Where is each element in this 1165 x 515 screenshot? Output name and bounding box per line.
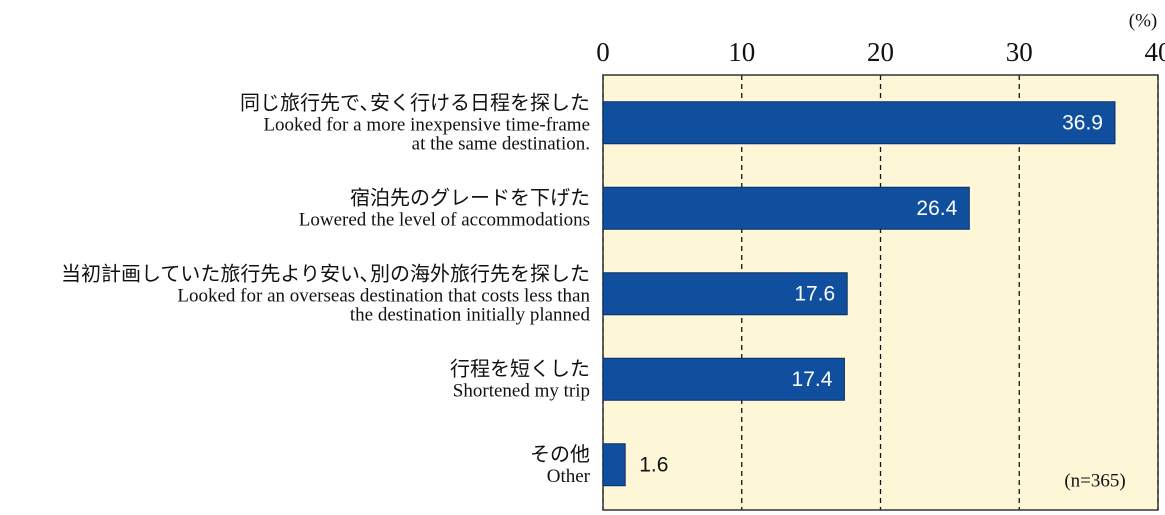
x-tick-label: 30 — [1006, 37, 1033, 67]
category-label: 宿泊先のグレードを下げた — [350, 185, 590, 209]
x-tick-label: 20 — [867, 37, 894, 67]
category-label: Shortened my trip — [453, 381, 590, 402]
category-label: Other — [547, 466, 591, 487]
bar — [602, 186, 970, 230]
value-label: 17.4 — [792, 368, 833, 391]
bar — [602, 443, 626, 487]
bar — [602, 272, 848, 316]
category-label: 当初計画していた旅行先より安い､別の海外旅行先を探した — [61, 261, 590, 285]
value-label: 36.9 — [1062, 111, 1103, 134]
category-label: at the same destination. — [412, 134, 590, 155]
category-label: その他 — [530, 442, 590, 466]
category-label: Looked for a more inexpensive time-frame — [263, 115, 590, 136]
value-label: 1.6 — [639, 453, 668, 476]
category-label: Looked for an overseas destination that … — [177, 286, 590, 307]
bar — [602, 101, 1116, 145]
bar — [602, 357, 845, 401]
category-label: 行程を短くした — [450, 356, 590, 380]
category-label: Lowered the level of accommodations — [299, 210, 590, 231]
category-label: the destination initially planned — [350, 305, 591, 326]
sample-note: (n=365) — [1064, 470, 1125, 491]
category-label: 同じ旅行先で､安く行ける日程を探した — [240, 90, 590, 114]
value-label: 26.4 — [916, 197, 957, 220]
x-tick-label: 40 — [1145, 37, 1165, 67]
x-tick-label: 0 — [596, 37, 610, 67]
x-tick-label: 10 — [728, 37, 755, 67]
value-label: 17.6 — [794, 282, 835, 305]
unit-label: (%) — [1129, 10, 1157, 31]
